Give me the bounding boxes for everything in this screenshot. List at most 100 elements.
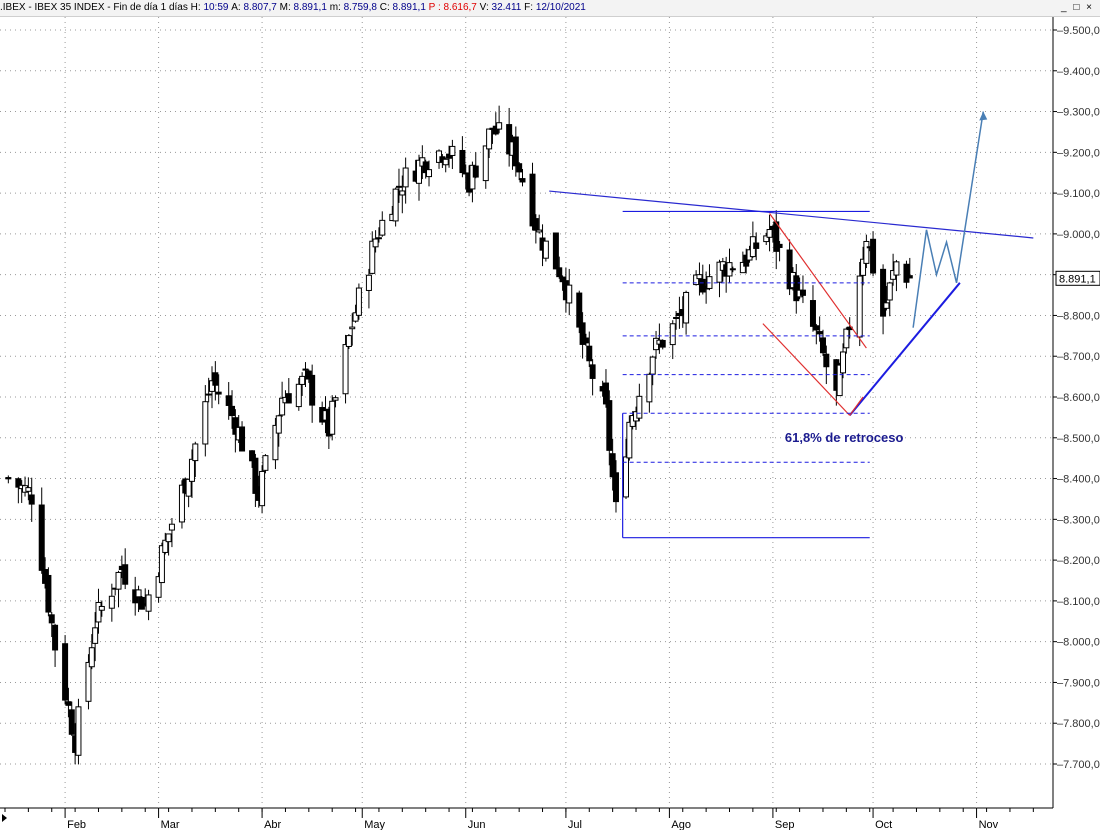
x-tick-label: Nov [979,819,999,830]
candle-body [249,450,256,462]
candle-body [693,274,700,286]
y-tick-label: –9.000,0 [1057,229,1100,241]
candle-body [840,351,847,374]
candle-body [512,136,519,167]
header-v-value: 32.411 [491,2,522,13]
projection-arrowhead [979,111,988,121]
x-tick-label: Jun [468,819,486,830]
header-p-value: 8.616,7 [443,2,477,13]
candle-body [372,238,379,248]
candle-body [355,287,362,316]
candle-body [185,478,192,497]
candle-body [536,229,543,233]
candle-body [155,576,162,598]
candle-body [279,397,286,416]
candle-body [395,185,402,188]
candle-body [739,261,746,274]
header-h-value: 10:59 [203,2,229,13]
header-a-label: A: [231,2,241,13]
candle-body [813,325,820,331]
y-tick-label: –7.900,0 [1057,677,1100,689]
candle-body [486,128,493,150]
candle-body [753,242,760,249]
candle-body [115,571,122,590]
candle-body [449,145,456,156]
candle-body [165,533,172,543]
candle-body [566,284,573,304]
y-tick-label: –9.400,0 [1057,66,1100,78]
candle-body [38,504,45,571]
candle-body [659,339,666,348]
candle-body [402,167,409,188]
y-tick-label: –8.500,0 [1057,433,1100,445]
candle-body [88,647,95,668]
grid [0,17,1053,808]
y-tick-label: –8.000,0 [1057,637,1100,649]
x-tick-label: Oct [875,819,892,830]
candle-body [75,706,82,756]
candle-body [379,219,386,236]
candles [5,105,913,765]
y-tick-label: –9.300,0 [1057,107,1100,119]
candle-body [776,243,783,248]
candle-body [766,229,773,238]
candle-body [793,275,800,302]
candle-body [906,275,913,279]
candle-body [886,282,893,301]
candle-body [399,190,406,196]
candle-body [205,393,212,396]
candle-body [309,374,316,406]
y-tick-label: –8.400,0 [1057,474,1100,486]
header-m-label: M: [279,2,291,13]
candle-body [809,300,816,327]
candle-body [576,292,583,328]
candle-body [673,317,680,320]
candle-body [215,391,222,395]
candle-body [5,477,12,480]
header-c-value: 8.891,1 [392,2,426,13]
header-a-value: 8.807,7 [243,2,277,13]
y-tick-label: –8.800,0 [1057,310,1100,322]
candle-body [699,278,706,293]
scroll-left-arrow[interactable] [2,814,7,822]
last-price-tag-group: 8.891,1 [1055,270,1100,286]
plot-background [0,17,1053,808]
candle-body [65,701,72,706]
header-p-label: P : [428,2,441,13]
line-channel-top [769,213,867,349]
candle-body [716,261,723,283]
plot-area [0,17,1054,809]
candle-body [883,302,890,309]
x-tick-label: Sep [775,819,795,830]
candle-body [506,124,513,155]
header-h-label: H: [190,2,201,13]
header-bar: .IBEX - IBEX 35 INDEX - Fin de día 1 día… [0,0,1100,17]
line-support [848,282,961,416]
retracement-annotation: 61,8% de retroceso [785,430,904,445]
candle-body [482,145,489,182]
candle-body [375,237,382,240]
y-tick-label: –8.200,0 [1057,555,1100,567]
candle-body [696,274,703,280]
overlays [549,111,1034,539]
candle-body [816,331,823,335]
candle-body [352,312,359,322]
candle-body [332,397,339,401]
candle-body [579,322,586,345]
x-tick-label: Abr [264,819,281,830]
y-tick-label: –9.500,0 [1057,25,1100,37]
candle-body [856,275,863,338]
line-resistance [549,190,1034,239]
candle-body [422,161,429,174]
window-controls[interactable]: _ □ × [1061,2,1094,13]
last-price-box [1055,270,1100,286]
candle-body [85,661,92,702]
candle-body [168,523,175,531]
candle-body [586,345,593,362]
candle-body [365,274,372,291]
candle-body [48,614,55,624]
candle-body [743,254,750,267]
candle-body [272,424,279,461]
candle-body [729,268,736,271]
